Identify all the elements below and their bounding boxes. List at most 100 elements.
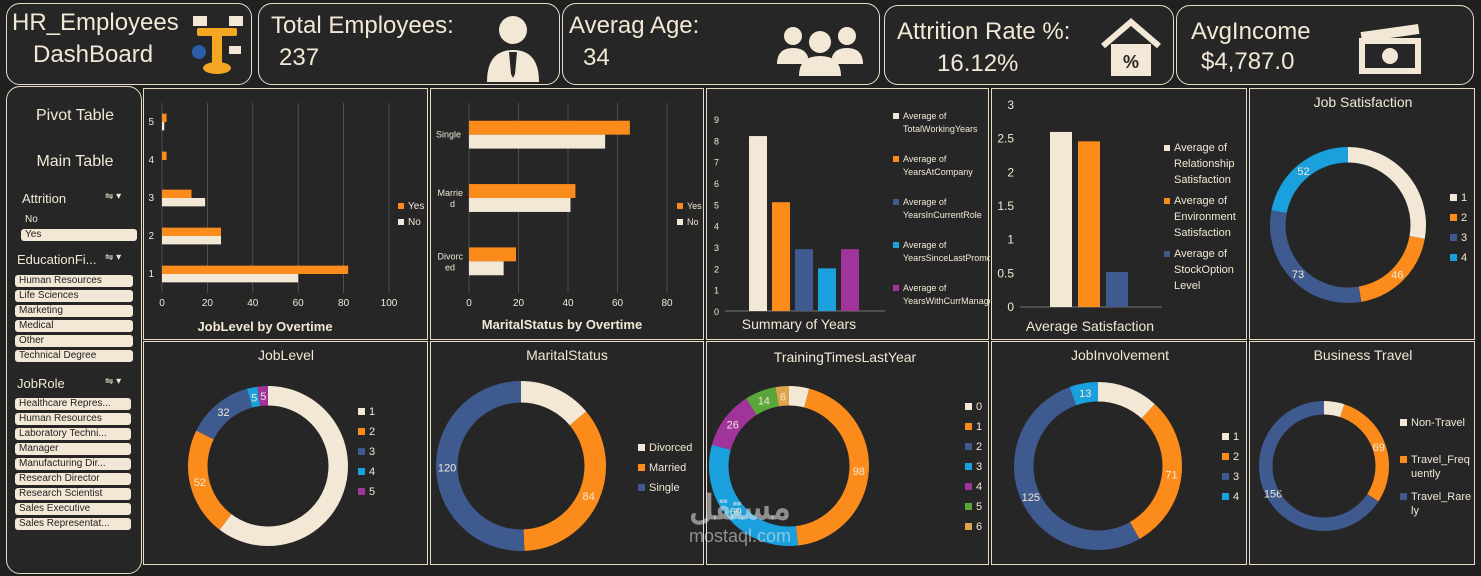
filter-clear-icon[interactable]: ⇋ ▾ xyxy=(105,191,122,202)
donut-slice xyxy=(1347,147,1426,239)
kpi-value: 16.12% xyxy=(937,50,1019,77)
bar xyxy=(469,198,571,212)
legend-swatch xyxy=(677,219,683,225)
chart-title: Average Satisfaction xyxy=(1026,318,1154,334)
slicer-item[interactable]: Human Resources xyxy=(15,275,133,287)
chart-title: Business Travel xyxy=(1314,347,1413,363)
donut-slice xyxy=(247,386,261,409)
business-travel-panel: 69 156 Non-Travel Travel_Freq uently Travel_R… xyxy=(1249,341,1475,565)
filter-clear-icon[interactable]: ⇋ ▾ xyxy=(105,252,122,263)
kpi-value: 237 xyxy=(279,44,320,71)
slicer-item[interactable]: Manager xyxy=(15,443,131,455)
bar xyxy=(795,249,813,311)
joblevel-panel: 52 32 5 5 1 2 3 4 5 JobLevel xyxy=(143,341,428,565)
watermark: مستقل mostaql.com xyxy=(660,490,820,547)
data-label: 71 xyxy=(1165,469,1177,481)
data-label: 98 xyxy=(853,466,865,478)
watermark-arabic: مستقل xyxy=(689,489,791,527)
slicer-item[interactable]: Life Sciences xyxy=(15,290,133,302)
legend-swatch xyxy=(1400,493,1407,500)
donut-slice xyxy=(1069,382,1099,406)
slicer-item[interactable]: Technical Degree xyxy=(15,350,133,362)
legend-swatch xyxy=(965,443,972,450)
legend-label: Single xyxy=(649,482,680,494)
bar xyxy=(1050,131,1072,307)
data-label: 32 xyxy=(217,407,229,419)
legend-swatch xyxy=(638,464,645,471)
bar xyxy=(162,189,192,198)
category-label: 3 xyxy=(148,193,154,204)
attrition-slicer-title: Attrition xyxy=(22,191,67,206)
group-icon xyxy=(777,27,863,76)
legend-label: Average of YearsWithCurrManager xyxy=(903,283,990,306)
tick-label: 8 xyxy=(714,136,719,146)
bar xyxy=(162,198,206,207)
chart-title: JobLevel by Overtime xyxy=(197,319,332,334)
legend-label: 1 xyxy=(369,406,375,418)
slicer-item[interactable]: Healthcare Repres... xyxy=(15,398,131,410)
donut-slice xyxy=(709,444,799,546)
legend-swatch xyxy=(1450,234,1457,241)
dashboard-title-line2: DashBoard xyxy=(33,41,154,68)
donut-slice xyxy=(1271,147,1349,214)
slicer-item[interactable]: Research Director xyxy=(15,473,131,485)
slicer-item[interactable]: Yes xyxy=(21,229,137,241)
donut-slice xyxy=(788,386,810,409)
dashboard-title-line1: HR_Employees xyxy=(12,9,179,36)
tick-label: 40 xyxy=(247,298,259,309)
category-label: 1 xyxy=(148,269,154,280)
legend-swatch xyxy=(1450,254,1457,261)
slicer-item[interactable]: Human Resources xyxy=(15,413,131,425)
slicer-item[interactable]: Medical xyxy=(15,320,133,332)
bar xyxy=(772,202,790,311)
legend-label: Average of YearsAtCompany xyxy=(903,154,973,177)
slicer-item[interactable]: Sales Representat... xyxy=(15,518,131,530)
legend-swatch xyxy=(1222,433,1229,440)
tick-label: 0 xyxy=(714,307,719,317)
data-label: 46 xyxy=(1391,270,1403,282)
legend-swatch xyxy=(1222,453,1229,460)
legend-swatch xyxy=(965,463,972,470)
donut-inner-edge xyxy=(1272,414,1376,518)
tick-label: 1.5 xyxy=(997,199,1014,213)
pivot-table-button[interactable]: Pivot Table xyxy=(36,107,114,124)
job-satisfaction-panel: 46 73 52 1 2 3 4 Job Satisfaction xyxy=(1249,88,1475,340)
chart-title: Job Satisfaction xyxy=(1314,94,1413,110)
slicer-item[interactable]: Sales Executive xyxy=(15,503,131,515)
donut-slice xyxy=(1014,386,1140,550)
legend-swatch xyxy=(1450,194,1457,201)
legend-label: Non-Travel xyxy=(1411,417,1465,429)
data-label: 69 xyxy=(1373,442,1385,454)
tick-label: 2 xyxy=(714,264,719,274)
slicer-item[interactable]: No xyxy=(25,214,38,225)
slicer-item[interactable]: Marketing xyxy=(15,305,133,317)
filter-clear-icon[interactable]: ⇋ ▾ xyxy=(105,376,122,387)
data-label: 69 xyxy=(730,506,742,518)
slicer-item[interactable]: Laboratory Techni... xyxy=(15,428,131,440)
data-label: 120 xyxy=(438,462,456,474)
tick-label: 60 xyxy=(293,298,305,309)
bar xyxy=(162,227,222,236)
slicer-item[interactable]: Manufacturing Dir... xyxy=(15,458,131,470)
legend-swatch xyxy=(358,428,365,435)
kpi-label: AvgIncome xyxy=(1191,18,1311,45)
legend-swatch xyxy=(677,203,683,209)
tick-label: 20 xyxy=(513,298,525,309)
bar xyxy=(749,136,767,311)
data-label: 125 xyxy=(1022,492,1040,504)
slicer-item[interactable]: Research Scientist xyxy=(15,488,131,500)
slicer-item[interactable]: Other xyxy=(15,335,133,347)
legend-swatch xyxy=(358,468,365,475)
data-label: 84 xyxy=(583,491,595,503)
legend-swatch xyxy=(358,408,365,415)
kpi-total-employees: Total Employees: 237 xyxy=(258,3,560,85)
legend-label: Yes xyxy=(687,201,702,211)
chart-title: TrainingTimesLastYear xyxy=(774,349,917,365)
main-table-button[interactable]: Main Table xyxy=(36,153,114,170)
data-label: 52 xyxy=(1297,166,1309,178)
joblevel-overtime-panel: 0 20 40 60 80 100 1 2 3 4 5 Yes No JobLevel by Overti… xyxy=(143,88,428,340)
category-label: 4 xyxy=(148,155,154,166)
education-slicer-title: EducationFi... xyxy=(17,252,97,267)
marital-overtime-panel: 0 20 40 60 80 Divorc ed Marrie d Single Yes No Marit… xyxy=(430,88,704,340)
tick-label: 0.5 xyxy=(997,266,1014,280)
